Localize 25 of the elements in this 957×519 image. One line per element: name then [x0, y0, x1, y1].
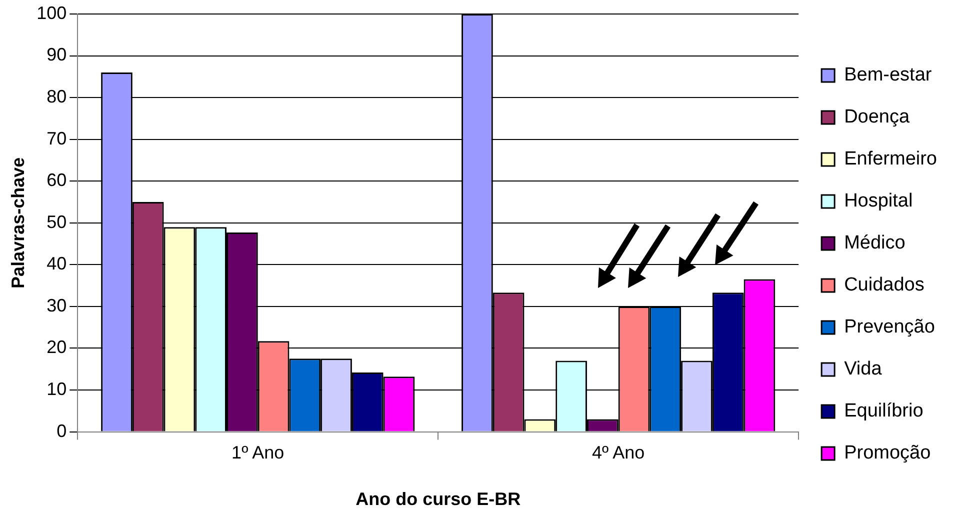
- x-tick-label: 4º Ano: [592, 442, 645, 463]
- y-tick-label: 10: [46, 378, 67, 399]
- legend-label: Médico: [844, 232, 906, 254]
- y-tick-label: 0: [56, 420, 67, 441]
- legend-label: Equilíbrio: [844, 400, 924, 422]
- y-tick-label: 20: [46, 337, 67, 358]
- legend-label: Doença: [844, 106, 910, 128]
- legend-label: Cuidados: [844, 274, 924, 296]
- legend-label: Vida: [844, 358, 882, 380]
- y-tick-label: 90: [46, 44, 67, 65]
- y-tick-label: 30: [46, 295, 67, 316]
- y-tick-label: 70: [46, 128, 67, 148]
- y-tick-label: 80: [46, 86, 67, 107]
- y-tick-label: 40: [46, 254, 67, 274]
- legend-label: Promoção: [844, 442, 931, 464]
- y-axis-title: Palavras-chave: [8, 157, 28, 288]
- x-tick-label: 1º Ano: [232, 442, 284, 463]
- x-axis-title: Ano do curso E-BR: [356, 489, 521, 510]
- legend-label: Enfermeiro: [844, 148, 937, 170]
- y-tick-label: 100: [36, 2, 67, 23]
- legend-label: Hospital: [844, 190, 913, 212]
- y-tick-label: 60: [46, 170, 67, 190]
- legend-label: Bem-estar: [844, 64, 932, 86]
- legend-label: Prevenção: [844, 316, 935, 338]
- y-tick-label: 50: [46, 212, 67, 232]
